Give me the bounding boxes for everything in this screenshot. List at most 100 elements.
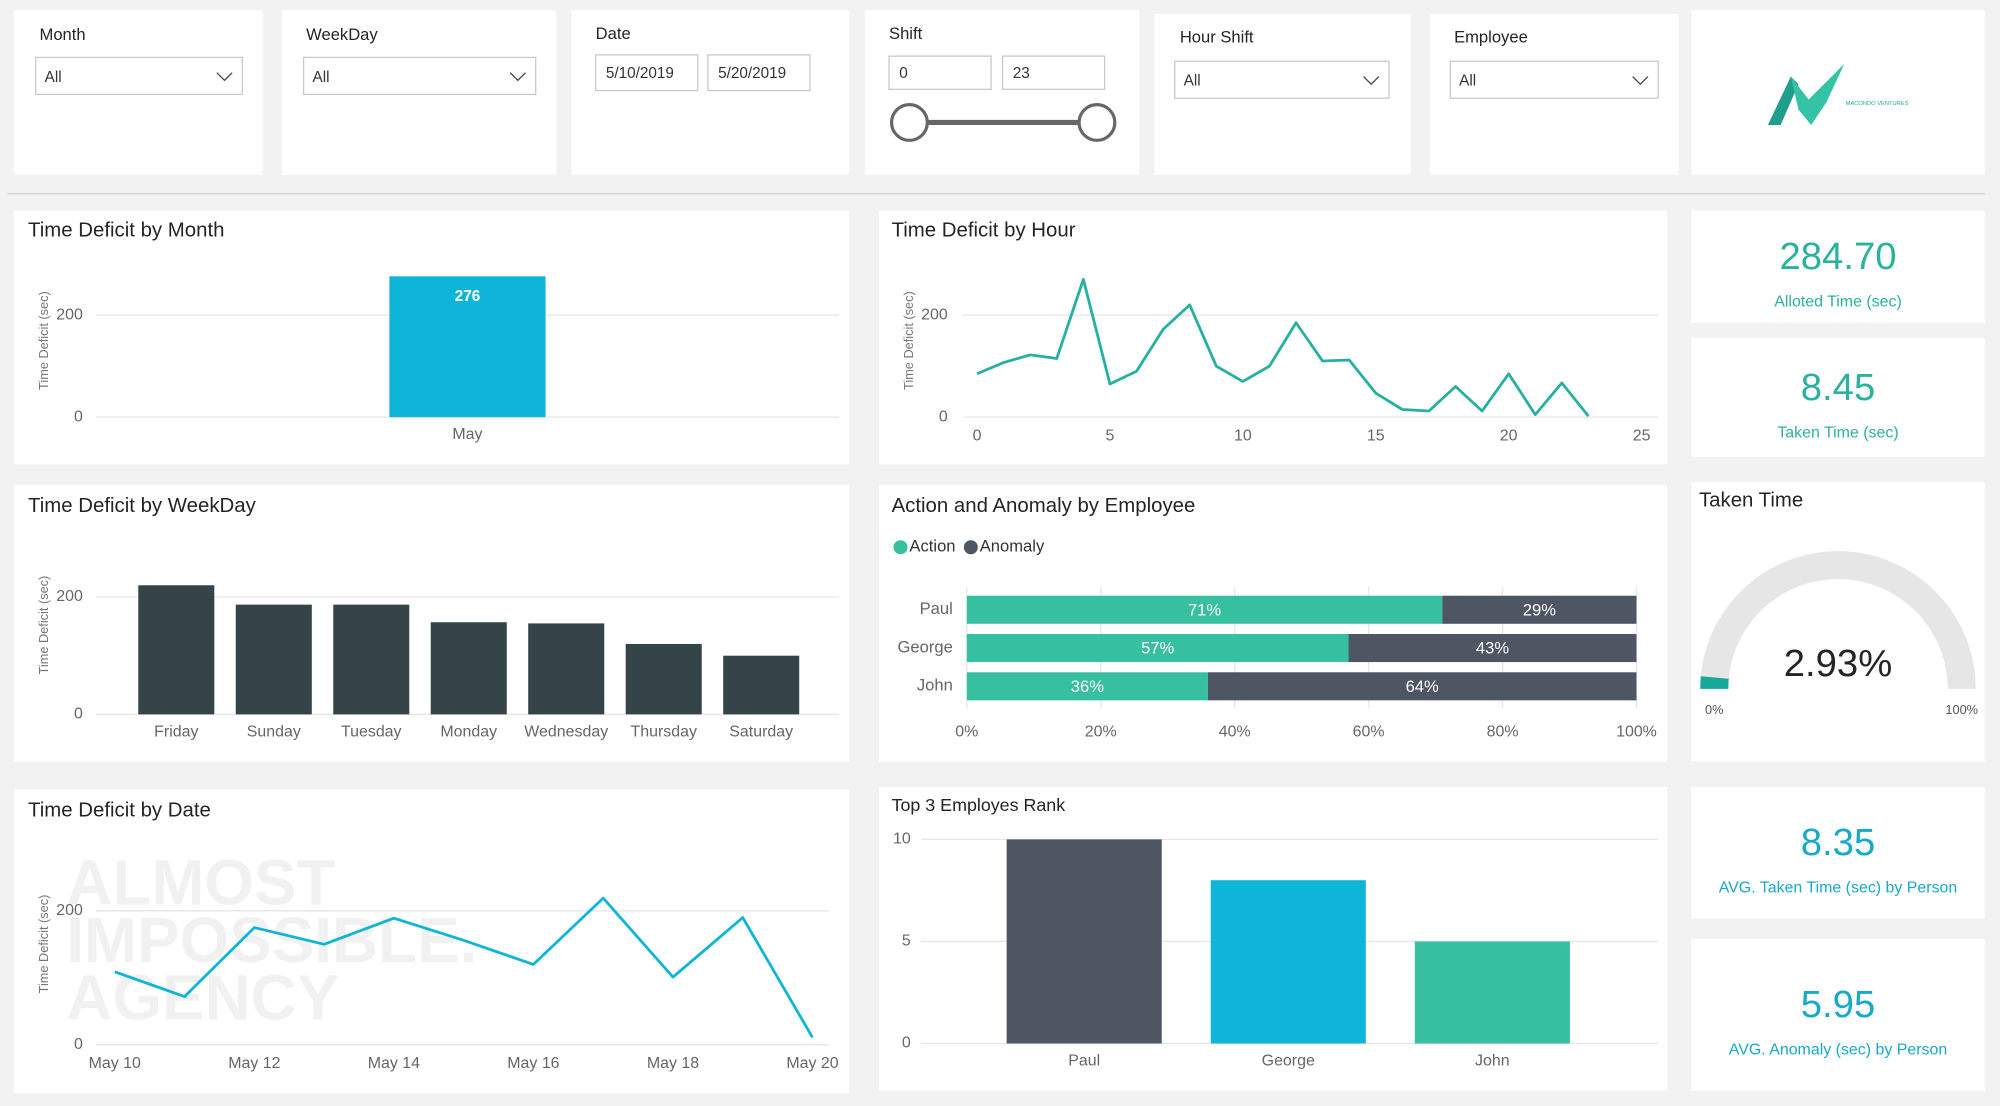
filter-panel <box>571 10 850 175</box>
watermark: AGENCY <box>66 962 339 1034</box>
filter-label: WeekDay <box>306 25 378 44</box>
logo-text: MACONDO VENTURES <box>1846 101 1909 107</box>
chart-title: Time Deficit by Month <box>28 219 224 241</box>
gauge-track <box>1700 551 1976 689</box>
card <box>1691 338 1985 457</box>
filter-label: Month <box>40 25 86 44</box>
dropdown[interactable] <box>35 56 243 96</box>
filter-label: Employee <box>1454 28 1528 47</box>
x-tick-label: 40% <box>1219 723 1251 740</box>
y-tick-label: 5 <box>902 933 911 950</box>
gauge-fill <box>1700 676 1729 689</box>
y-tick-label: 200 <box>56 306 83 323</box>
x-tick-label: May 12 <box>228 1055 280 1072</box>
x-tick-label: George <box>1262 1053 1315 1070</box>
y-axis-label: Time Deficit (sec) <box>901 291 916 390</box>
x-tick-label: John <box>1475 1053 1510 1070</box>
x-tick-label: May 16 <box>507 1055 559 1072</box>
x-tick-label: 25 <box>1633 427 1651 444</box>
dropdown[interactable] <box>302 56 537 96</box>
y-tick-label: 0 <box>902 1035 911 1052</box>
filter-label: Shift <box>889 24 923 43</box>
filter-label: Hour Shift <box>1180 28 1254 47</box>
logo-panel <box>1691 10 1985 175</box>
legend-label: Action <box>909 537 955 556</box>
slider-handle[interactable] <box>889 103 929 142</box>
gauge-value: 2.93% <box>1784 642 1892 685</box>
category-label: Paul <box>920 599 953 618</box>
bar-segment <box>1442 595 1637 624</box>
range-input[interactable] <box>888 55 992 90</box>
range-value: 23 <box>1013 65 1030 82</box>
data-label: 43% <box>1476 639 1509 658</box>
y-axis-label: Time Deficit (sec) <box>36 895 51 994</box>
x-tick-label: 20 <box>1500 427 1518 444</box>
data-label: 71% <box>1188 600 1221 619</box>
x-tick-label: 60% <box>1353 723 1385 740</box>
chevron <box>1363 76 1380 86</box>
x-tick-label: 100% <box>1616 723 1657 740</box>
chart-panel <box>878 210 1668 465</box>
x-tick-label: 0 <box>973 427 982 444</box>
dropdown[interactable] <box>1449 60 1659 99</box>
chart-title: Time Deficit by WeekDay <box>28 495 257 517</box>
chart-title: Top 3 Employes Rank <box>892 795 1066 815</box>
card-value: 284.70 <box>1780 235 1897 278</box>
dropdown-value: All <box>312 69 329 86</box>
watermark: IMPOSSIBLE. <box>66 904 477 976</box>
gauge-tick-label: 0% <box>1705 702 1723 717</box>
bar <box>430 622 507 715</box>
bar-segment <box>966 595 1443 624</box>
bar <box>723 655 800 715</box>
card-value: 8.45 <box>1801 366 1875 409</box>
x-tick-label: Wednesday <box>524 723 608 740</box>
layer: 284.70 Alloted Time (sec) 8.45 Taken Time (… <box>28 210 1985 1091</box>
dropdown[interactable] <box>1174 60 1390 99</box>
date-input[interactable] <box>707 54 811 92</box>
y-axis-label: Time Deficit (sec) <box>36 576 51 675</box>
y-axis-label: Time Deficit (sec) <box>36 291 51 390</box>
legend-label: Anomaly <box>980 537 1045 556</box>
x-tick-label: May 10 <box>89 1055 141 1072</box>
bar <box>333 604 410 715</box>
bar-segment <box>966 672 1208 701</box>
watermark: ALMOST <box>66 847 335 919</box>
slider-handle[interactable] <box>1077 103 1117 142</box>
y-tick-label: 0 <box>74 408 83 425</box>
y-tick-label: 200 <box>921 306 948 323</box>
card <box>1691 938 1985 1091</box>
range-input[interactable] <box>1001 55 1106 90</box>
card-label: AVG. Taken Time (sec) by Person <box>1719 880 1958 897</box>
x-tick-label: 80% <box>1487 723 1519 740</box>
chart-title: Action and Anomaly by Employee <box>892 495 1196 517</box>
card-label: Taken Time (sec) <box>1777 424 1898 441</box>
x-tick-label: Sunday <box>247 723 301 740</box>
category-label: George <box>898 637 953 656</box>
legend-marker <box>963 540 978 555</box>
x-tick-label: May 14 <box>368 1055 420 1072</box>
y-tick-label: 0 <box>74 706 83 723</box>
bar <box>1210 880 1366 1044</box>
bar <box>1006 839 1162 1044</box>
gauge-tick-label: 100% <box>1945 702 1978 717</box>
bar <box>528 623 605 715</box>
data-label: 57% <box>1141 639 1174 658</box>
logo-mark <box>1767 76 1799 126</box>
x-tick-label: 20% <box>1085 723 1117 740</box>
data-label: 36% <box>1071 677 1104 696</box>
bar-segment <box>1207 672 1637 701</box>
date-input[interactable] <box>595 54 699 92</box>
chart-title: Taken Time <box>1699 490 1803 512</box>
x-tick-label: Saturday <box>729 723 793 740</box>
y-tick-label: 0 <box>74 1036 83 1053</box>
card <box>1691 787 1985 919</box>
chevron <box>216 72 233 82</box>
filter-panel <box>864 10 1140 175</box>
chevron <box>1632 76 1649 86</box>
x-tick-label: Thursday <box>631 723 697 740</box>
data-label: 276 <box>455 288 481 305</box>
bar <box>235 604 312 715</box>
chevron <box>509 72 526 82</box>
